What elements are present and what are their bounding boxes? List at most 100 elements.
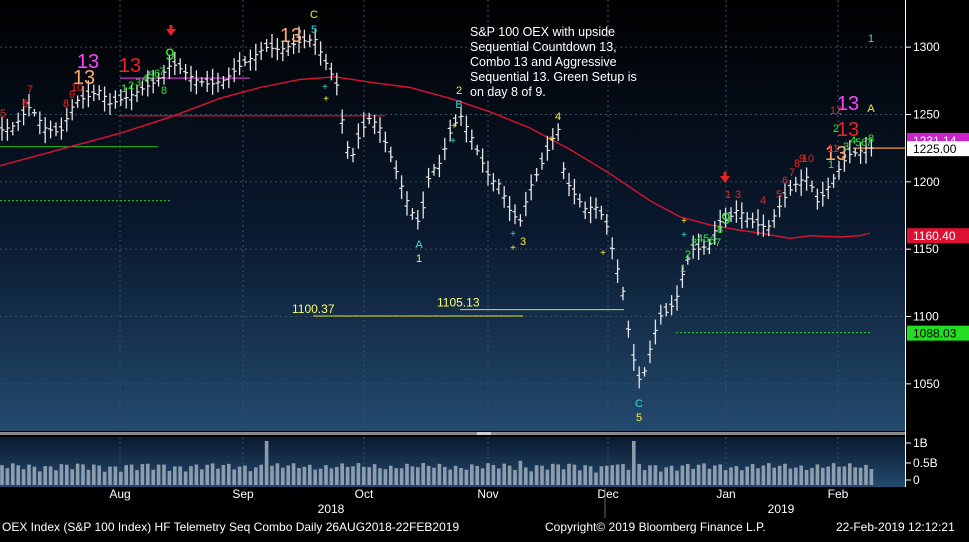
volume-bar bbox=[270, 465, 274, 485]
sequential-label: 13 bbox=[837, 93, 859, 115]
volume-bar bbox=[124, 465, 128, 485]
sequential-count-label: 3 bbox=[135, 77, 141, 89]
volume-bar bbox=[729, 467, 733, 485]
volume-bar bbox=[97, 465, 101, 485]
volume-bar bbox=[826, 466, 830, 485]
sequential-count-label: 7 bbox=[27, 84, 33, 96]
volume-bar bbox=[210, 463, 215, 485]
volume-bar bbox=[183, 471, 188, 485]
sequential-label: 1 bbox=[725, 189, 731, 201]
volume-bar bbox=[459, 468, 463, 485]
volume-bar bbox=[837, 466, 841, 485]
volume-bar bbox=[399, 468, 404, 485]
volume-bar bbox=[372, 464, 377, 485]
volume-bar bbox=[513, 469, 517, 485]
setup-plus-marker: + bbox=[510, 229, 516, 240]
volume-bar bbox=[448, 469, 452, 485]
volume-bar bbox=[669, 465, 674, 485]
sequential-count-label: 1 bbox=[121, 83, 127, 95]
volume-bar bbox=[599, 466, 604, 485]
volume-bar bbox=[540, 465, 544, 485]
volume-bar bbox=[567, 463, 571, 485]
volume-bar bbox=[27, 464, 31, 485]
volume-bar bbox=[713, 465, 717, 485]
volume-tick-label: 0 bbox=[913, 473, 920, 487]
sequential-label: C bbox=[635, 398, 643, 410]
level-1105-label: 1105.13 bbox=[437, 296, 480, 310]
sequential-label: 13 bbox=[825, 143, 847, 165]
volume-bar bbox=[16, 465, 20, 485]
sequential-label: B bbox=[455, 99, 462, 111]
volume-bar bbox=[524, 467, 528, 485]
sequential-count-label: 7 bbox=[159, 66, 165, 78]
volume-bar bbox=[761, 465, 766, 485]
sequential-label: 13 bbox=[73, 67, 95, 89]
sequential-label: 3 bbox=[520, 236, 526, 248]
volume-bar bbox=[572, 464, 577, 485]
setup-plus-marker: + bbox=[548, 134, 554, 145]
sequential-count-label: 6 bbox=[22, 98, 28, 110]
sequential-count-label: 8 bbox=[717, 224, 723, 236]
volume-bar bbox=[119, 471, 123, 485]
volume-bar bbox=[443, 466, 447, 485]
volume-bar bbox=[232, 469, 236, 485]
volume-bar bbox=[5, 468, 10, 485]
sequential-count-label: 5 bbox=[148, 70, 154, 82]
volume-bar bbox=[146, 463, 150, 485]
volume-bar bbox=[32, 466, 37, 485]
month-label: Dec bbox=[597, 487, 618, 501]
chart-annotation: S&P 100 OEX with upside Sequential Countd… bbox=[470, 25, 637, 99]
sequential-label: 1 bbox=[416, 253, 422, 265]
volume-bar bbox=[583, 465, 587, 485]
axis-bg bbox=[905, 0, 969, 518]
volume-bar bbox=[588, 466, 593, 485]
volume-bar bbox=[664, 467, 668, 485]
volume-bar bbox=[486, 463, 490, 485]
volume-bar bbox=[750, 464, 755, 485]
month-label: Sep bbox=[232, 487, 254, 501]
volume-bar bbox=[804, 469, 809, 485]
volume-bar bbox=[864, 464, 868, 485]
volume-bar bbox=[70, 469, 74, 485]
x-axis: Aug Sep Oct Nov Dec Jan Feb 2018 2019 bbox=[109, 487, 849, 518]
sequential-count-label: 6 bbox=[154, 68, 160, 80]
volume-bar bbox=[200, 469, 204, 485]
moving-average-tag: 1160.40 bbox=[907, 228, 969, 244]
sequential-count-label: 4 bbox=[850, 135, 856, 147]
y-tick-label: 1200 bbox=[913, 175, 940, 189]
volume-bar bbox=[767, 463, 771, 485]
setup-plus-marker: + bbox=[451, 121, 457, 132]
sequential-count-label: 6 bbox=[861, 137, 867, 149]
volume-bar bbox=[367, 467, 371, 485]
moving-average bbox=[0, 76, 871, 240]
volume-bar bbox=[81, 464, 85, 485]
volume-bar bbox=[702, 463, 706, 485]
y-tick-label: 1150 bbox=[913, 242, 939, 256]
volume-bar bbox=[745, 466, 749, 485]
level-1100-label: 1100.37 bbox=[292, 302, 335, 316]
sequential-count-label: 9 bbox=[69, 89, 75, 101]
support-tag-bg bbox=[907, 325, 969, 341]
annotation-line: on day 8 of 9. bbox=[470, 85, 546, 99]
month-label: Aug bbox=[109, 487, 130, 501]
level-lines: 1100.37 1105.13 bbox=[0, 77, 905, 334]
volume-tick-label: 0.5B bbox=[913, 456, 938, 470]
volume-bar bbox=[831, 463, 836, 485]
sequential-label: 13 bbox=[119, 55, 141, 77]
volume-bar bbox=[437, 463, 442, 485]
panel-divider-handle[interactable] bbox=[477, 432, 491, 435]
volume-bar bbox=[156, 464, 161, 485]
volume-bar bbox=[173, 466, 177, 485]
volume-bar bbox=[318, 468, 323, 485]
sequential-label: 5 bbox=[776, 189, 782, 201]
sequential-label: 5 bbox=[311, 24, 317, 36]
setup-plus-marker: + bbox=[600, 248, 606, 259]
volume-bar bbox=[480, 468, 485, 485]
volume-bar bbox=[621, 464, 625, 485]
y-tick-label: 1050 bbox=[913, 377, 940, 391]
volume-bar bbox=[383, 469, 388, 485]
volume-bar bbox=[264, 441, 269, 485]
setup-plus-marker: + bbox=[323, 94, 329, 105]
